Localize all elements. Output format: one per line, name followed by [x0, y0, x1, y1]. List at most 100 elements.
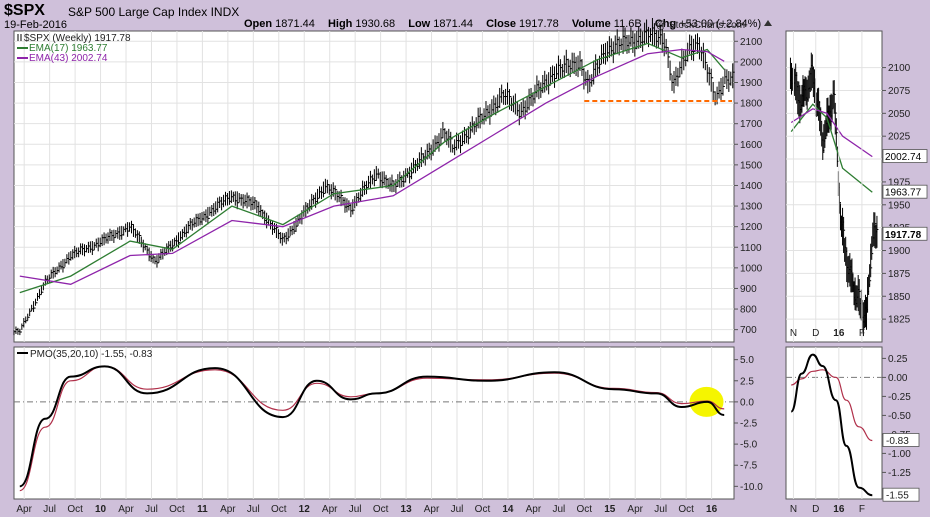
- y-tick-label: -7.5: [740, 461, 758, 472]
- volume-value: 11.6B: [613, 18, 642, 30]
- x-tick-label: Jul: [451, 504, 464, 515]
- pmo-legend-label: PMO(35,20,10) -1.55, -0.83: [30, 349, 153, 360]
- x-tick-label: Oct: [271, 504, 287, 515]
- y-tick-label: 2100: [888, 63, 911, 74]
- x-tick-label: Oct: [169, 504, 185, 515]
- y-tick-label: 5.0: [740, 355, 754, 366]
- x-tick-label: D: [812, 328, 819, 339]
- x-tick-label: Apr: [16, 504, 32, 515]
- y-tick-label: 1000: [740, 263, 763, 274]
- price-value-box: [882, 184, 928, 199]
- y-tick-label: -1.25: [888, 468, 911, 479]
- y-tick-label: 1825: [888, 315, 911, 326]
- y-tick-label: -10.0: [740, 482, 763, 493]
- low-label: Low: [408, 18, 431, 30]
- y-tick-label: 2025: [888, 132, 911, 143]
- x-tick-label: Apr: [220, 504, 236, 515]
- y-tick-label: 1950: [888, 200, 911, 211]
- price-value-label: 1917.78: [885, 230, 922, 241]
- zoom-pmo-panel: [785, 346, 883, 500]
- open-label: Open: [244, 18, 273, 30]
- legend-ema43-label: EMA(43) 2002.74: [29, 53, 108, 64]
- exchange-label: INDX: [210, 5, 240, 19]
- x-tick-label: 11: [197, 504, 208, 515]
- y-tick-label: 1200: [740, 222, 763, 233]
- x-tick-label: F: [859, 328, 865, 339]
- x-tick-label: Oct: [678, 504, 694, 515]
- chart-date: 19-Feb-2016: [4, 19, 67, 31]
- y-tick-label: 2100: [740, 37, 763, 48]
- price-bars: [13, 18, 735, 336]
- price-value-box: [882, 226, 928, 241]
- pmo-value-label: -0.83: [886, 436, 909, 447]
- x-tick-label: Apr: [526, 504, 542, 515]
- y-tick-label: 1900: [740, 78, 763, 89]
- y-tick-label: 2075: [888, 86, 911, 97]
- x-tick-label: N: [790, 328, 797, 339]
- price-panel: [13, 30, 735, 343]
- x-tick-label: Apr: [424, 504, 440, 515]
- pmo-value-label: -1.55: [886, 491, 909, 502]
- x-tick-label: Jul: [247, 504, 260, 515]
- x-tick-label: 16: [833, 328, 845, 339]
- pmo-panel: [13, 346, 735, 500]
- x-tick-label: 16: [833, 504, 845, 515]
- close-label: Close: [486, 18, 517, 30]
- daily-price-bars: [789, 52, 879, 337]
- high-value: 1930.68: [355, 18, 396, 30]
- x-tick-label: D: [812, 504, 819, 515]
- zoom-ema43-line: [790, 108, 873, 158]
- y-tick-label: -0.50: [888, 411, 911, 422]
- y-tick-label: 1600: [740, 140, 763, 151]
- y-tick-label: 1700: [740, 119, 763, 130]
- low-value: 1871.44: [433, 18, 473, 30]
- x-tick-label: Jul: [145, 504, 158, 515]
- y-tick-label: 1800: [740, 99, 763, 110]
- x-tick-label: Jul: [654, 504, 667, 515]
- y-tick-label: 700: [740, 325, 757, 336]
- y-tick-label: -1.00: [888, 449, 911, 460]
- y-tick-label: 0.25: [888, 354, 908, 365]
- zoom-pmo-line: [790, 353, 873, 497]
- x-tick-label: Jul: [349, 504, 362, 515]
- x-tick-label: 14: [502, 504, 514, 515]
- x-tick-label: Apr: [322, 504, 338, 515]
- volume-label: Volume: [571, 18, 611, 30]
- y-tick-label: 0.00: [888, 373, 908, 384]
- x-tick-label: Oct: [475, 504, 491, 515]
- y-tick-label: -2.5: [740, 419, 758, 430]
- y-tick-label: 1850: [888, 292, 911, 303]
- x-tick-label: Jul: [43, 504, 56, 515]
- y-tick-label: 900: [740, 284, 757, 295]
- x-tick-label: Apr: [118, 504, 134, 515]
- close-value: 1917.78: [519, 18, 559, 30]
- open-value: 1871.44: [275, 18, 315, 30]
- index-full-name: S&P 500 Large Cap Index: [68, 5, 208, 19]
- y-tick-label: 1975: [888, 177, 911, 188]
- x-tick-label: Jul: [552, 504, 565, 515]
- up-arrow-icon: [764, 20, 773, 26]
- x-tick-label: Apr: [627, 504, 643, 515]
- y-tick-label: 1500: [740, 160, 763, 171]
- high-label: High: [327, 18, 353, 30]
- y-tick-label: 1300: [740, 202, 763, 213]
- y-tick-label: -5.0: [740, 440, 758, 451]
- index-name: S&P 500 Large Cap Index INDX: [68, 5, 239, 19]
- y-tick-label: 2050: [888, 109, 911, 120]
- legend-ema17-label: EMA(17) 1963.77: [29, 43, 108, 54]
- x-tick-label: N: [790, 504, 797, 515]
- ema17-line: [19, 42, 725, 294]
- y-tick-label: -0.25: [888, 392, 911, 403]
- pmo-value-box: [882, 433, 920, 447]
- y-tick-label: 0.0: [740, 397, 754, 408]
- price-value-box: [882, 149, 928, 163]
- legend-price-label: $SPX (Weekly) 1917.78: [24, 33, 131, 44]
- x-tick-label: 12: [299, 504, 311, 515]
- pmo-line: [19, 365, 725, 488]
- ema43-line: [19, 48, 725, 285]
- x-tick-label: Oct: [373, 504, 389, 515]
- x-tick-label: 10: [95, 504, 107, 515]
- y-tick-label: 2000: [740, 57, 763, 68]
- x-tick-label: Oct: [67, 504, 83, 515]
